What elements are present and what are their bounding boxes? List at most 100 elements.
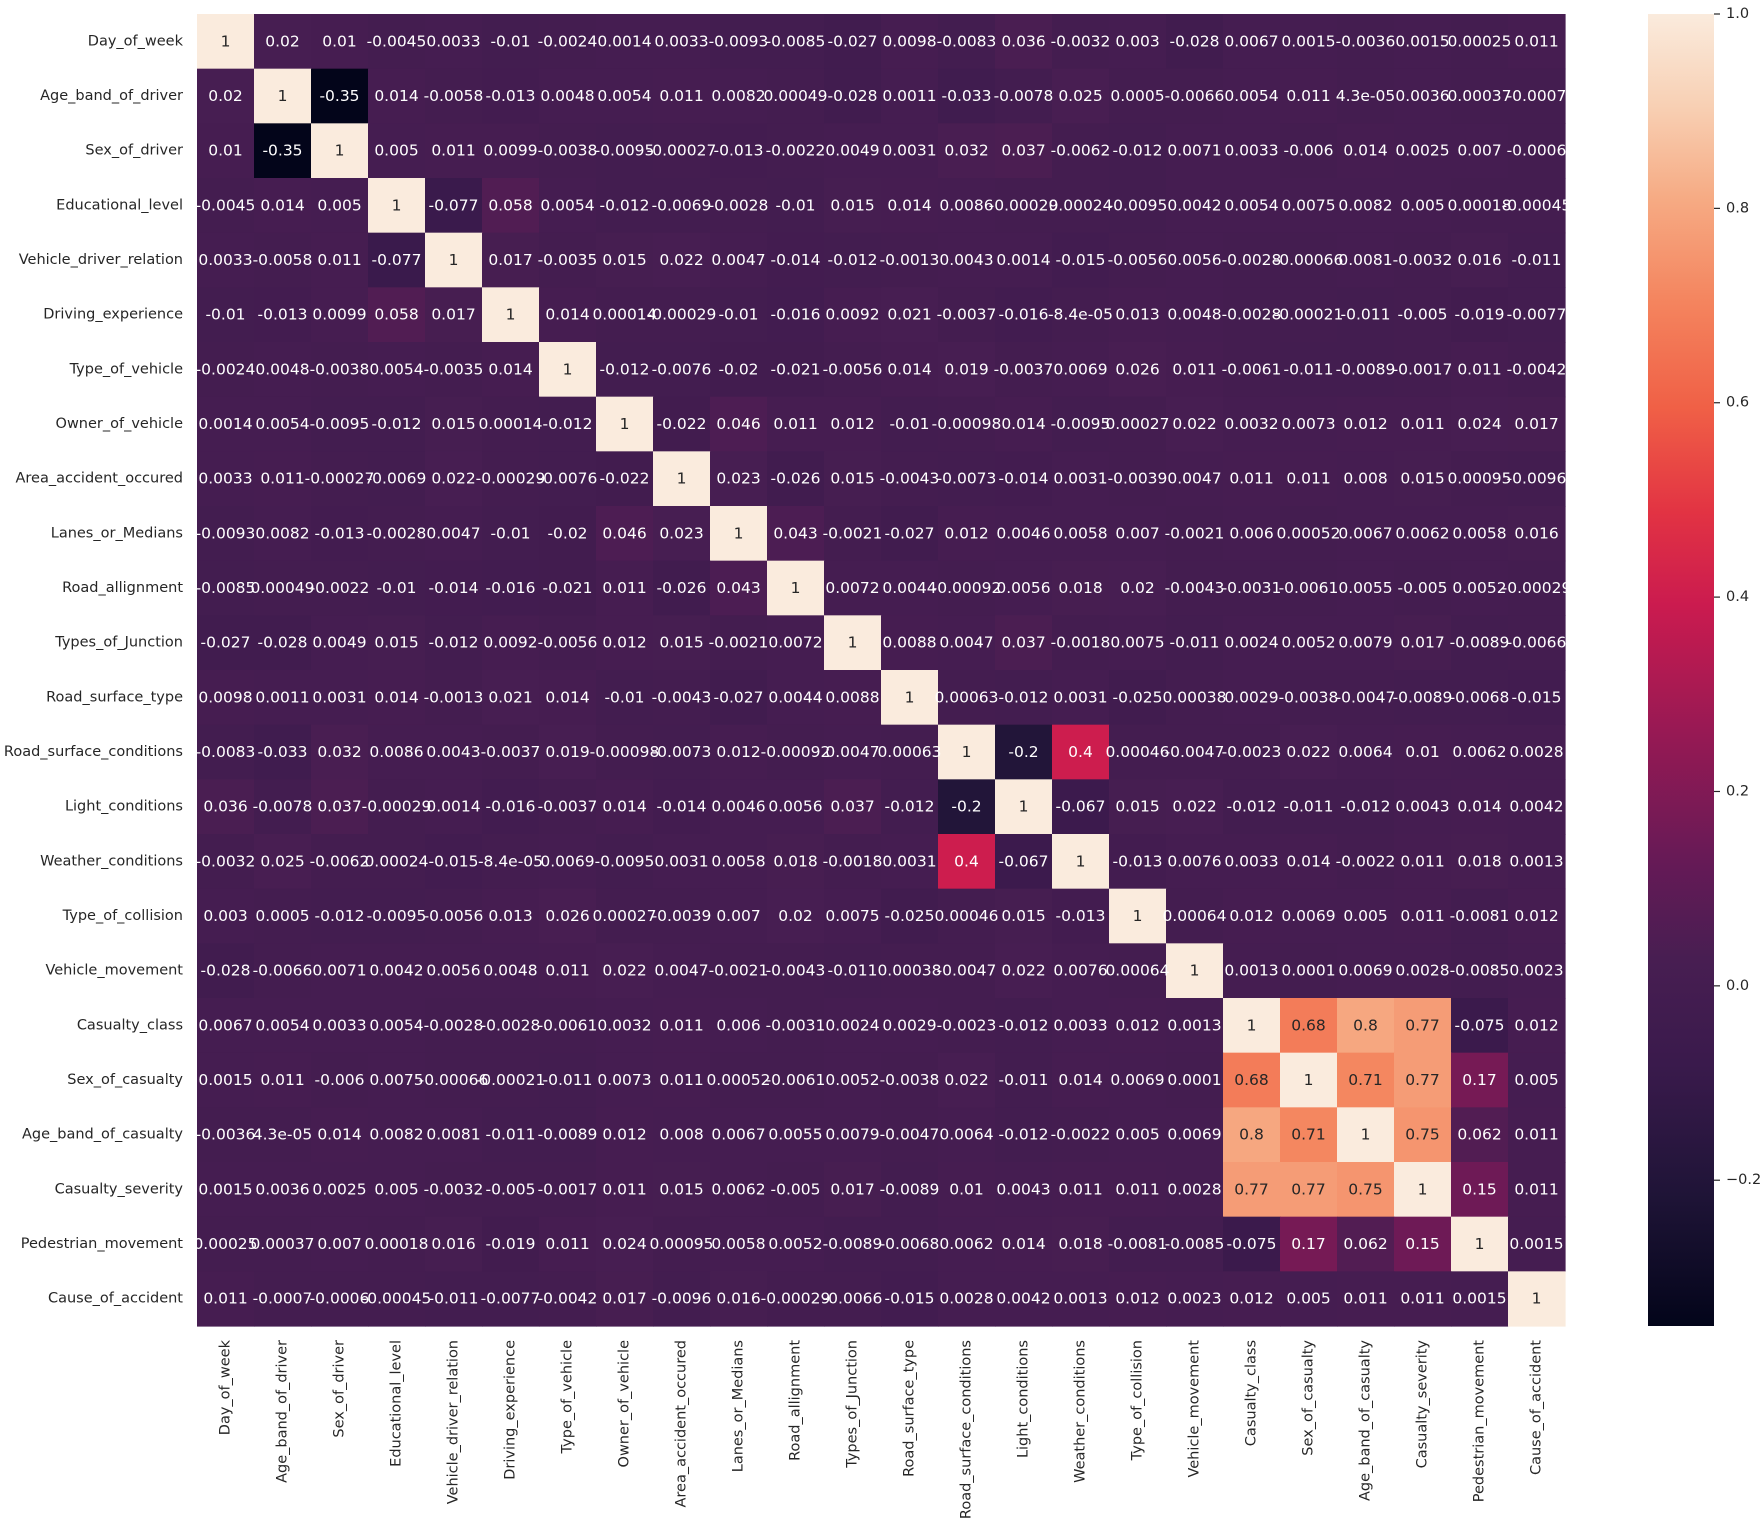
cell-value-label: 1 [1019, 798, 1029, 816]
heatmap-cell [1052, 1271, 1110, 1327]
cell-value-label: 0.0025 [1395, 142, 1449, 160]
heatmap-cell [197, 68, 255, 124]
heatmap-cell [425, 68, 483, 124]
heatmap-cell [368, 943, 426, 999]
cell-value-label: -0.0036 [196, 1126, 256, 1144]
heatmap-cell [254, 1052, 312, 1108]
cell-value-label: -0.0047 [1165, 743, 1225, 761]
heatmap-cell [1109, 560, 1167, 616]
heatmap-cell [1166, 998, 1224, 1054]
cell-value-label: 0.011 [1400, 852, 1444, 870]
heatmap-cell [824, 68, 882, 124]
y-tick-label: Pedestrian_movement [21, 1236, 184, 1252]
heatmap-cell [596, 943, 654, 999]
cell-value-label: 0.0025 [312, 1180, 366, 1198]
heatmap-cell [1508, 779, 1566, 835]
heatmap-cell [539, 1271, 597, 1327]
cell-value-label: 0.0033 [1053, 1016, 1107, 1034]
cell-value-label: 0.011 [1457, 360, 1501, 378]
heatmap-cell [1508, 888, 1566, 944]
heatmap-cell [368, 14, 426, 70]
cell-value-label: 0.011 [1058, 1180, 1102, 1198]
y-tick-label: Sex_of_casualty [67, 1072, 183, 1088]
cell-value-label: 0.024 [602, 1235, 646, 1253]
colorbar-tick-label: −0.2 [1726, 1172, 1761, 1188]
heatmap-cell [1508, 287, 1566, 343]
cell-value-label: 0.0062 [1452, 743, 1506, 761]
x-tick-label: Weather_conditions [1073, 1340, 1089, 1483]
cell-value-label: 0.003 [1115, 32, 1159, 50]
heatmap-cell [1109, 670, 1167, 726]
cell-value-label: 0.026 [1115, 360, 1159, 378]
cell-value-label: -0.00092 [761, 743, 831, 761]
cell-value-label: 0.0056 [768, 798, 822, 816]
cell-value-label: 0.00038 [877, 962, 941, 980]
cell-value-label: 0.0069 [1110, 1071, 1164, 1089]
heatmap-cell [710, 396, 768, 452]
heatmap-cell [197, 998, 255, 1054]
cell-value-label: -0.01 [490, 32, 530, 50]
cell-value-label: -0.005 [486, 1180, 536, 1198]
cell-value-label: -0.012 [429, 634, 479, 652]
cell-value-label: 0.0058 [711, 1235, 765, 1253]
heatmap-cell [1166, 178, 1224, 234]
cell-value-label: -0.0095 [1108, 196, 1168, 214]
heatmap-cell [1451, 1052, 1509, 1108]
heatmap-cell [1451, 1271, 1509, 1327]
cell-value-label: -0.019 [1455, 306, 1505, 324]
heatmap-cell [1337, 396, 1395, 452]
cell-value-label: 1 [1076, 852, 1086, 870]
cell-value-label: -0.005 [1398, 579, 1448, 597]
cell-value-label: 0.0014 [597, 32, 651, 50]
cell-value-label: -0.0013 [880, 251, 940, 269]
cell-value-label: 0.0079 [825, 1126, 879, 1144]
cell-value-label: 0.0054 [255, 1016, 309, 1034]
cell-value-label: 0.00014 [478, 415, 542, 433]
heatmap-cell [1280, 1271, 1338, 1327]
cell-value-label: -0.02 [718, 360, 758, 378]
heatmap-cell [1451, 396, 1509, 452]
cell-value-label: 0.71 [1291, 1126, 1326, 1144]
cell-value-label: -0.0085 [766, 32, 826, 50]
heatmap-cell [767, 178, 825, 234]
heatmap-cell [254, 232, 312, 288]
heatmap-cell [425, 287, 483, 343]
cell-value-label: 0.011 [1172, 360, 1216, 378]
heatmap-cell [368, 451, 426, 507]
cell-value-label: 0.00025 [1447, 32, 1511, 50]
heatmap-cell [596, 1162, 654, 1218]
heatmap-cell [710, 779, 768, 835]
cell-value-label: 1 [449, 251, 459, 269]
heatmap-cell [1166, 1271, 1224, 1327]
heatmap-cell [1280, 232, 1338, 288]
heatmap-cell [710, 506, 768, 562]
cell-value-label: 0.0099 [483, 142, 537, 160]
heatmap-cell [653, 888, 711, 944]
cell-value-label: -0.015 [1056, 251, 1106, 269]
heatmap-cell [425, 560, 483, 616]
cell-value-label: -0.0022 [1336, 852, 1396, 870]
heatmap-cell [1451, 834, 1509, 890]
heatmap-cell [596, 287, 654, 343]
cell-value-label: 0.0028 [1395, 962, 1449, 980]
heatmap-cell [1223, 123, 1281, 179]
heatmap-cell [311, 1107, 369, 1163]
heatmap-cell [368, 834, 426, 890]
heatmap-cell [710, 1162, 768, 1218]
cell-value-label: -0.0076 [538, 470, 598, 488]
cell-value-label: 0.005 [1343, 907, 1387, 925]
cell-value-label: 0.00018 [364, 1235, 428, 1253]
heatmap-cell [995, 724, 1053, 780]
heatmap-cell [1166, 287, 1224, 343]
cell-value-label: -0.0028 [367, 524, 427, 542]
heatmap-cell [539, 287, 597, 343]
heatmap-cell [425, 506, 483, 562]
heatmap-cell [1394, 68, 1452, 124]
cell-value-label: -0.0007 [253, 1290, 313, 1308]
heatmap-cell [425, 670, 483, 726]
y-tick-label: Road_surface_conditions [4, 744, 183, 760]
cell-value-label: -0.35 [262, 142, 302, 160]
cell-value-label: 0.0015 [1509, 1235, 1563, 1253]
cell-value-label: 0.77 [1405, 1016, 1440, 1034]
cell-value-label: 0.015 [374, 634, 418, 652]
